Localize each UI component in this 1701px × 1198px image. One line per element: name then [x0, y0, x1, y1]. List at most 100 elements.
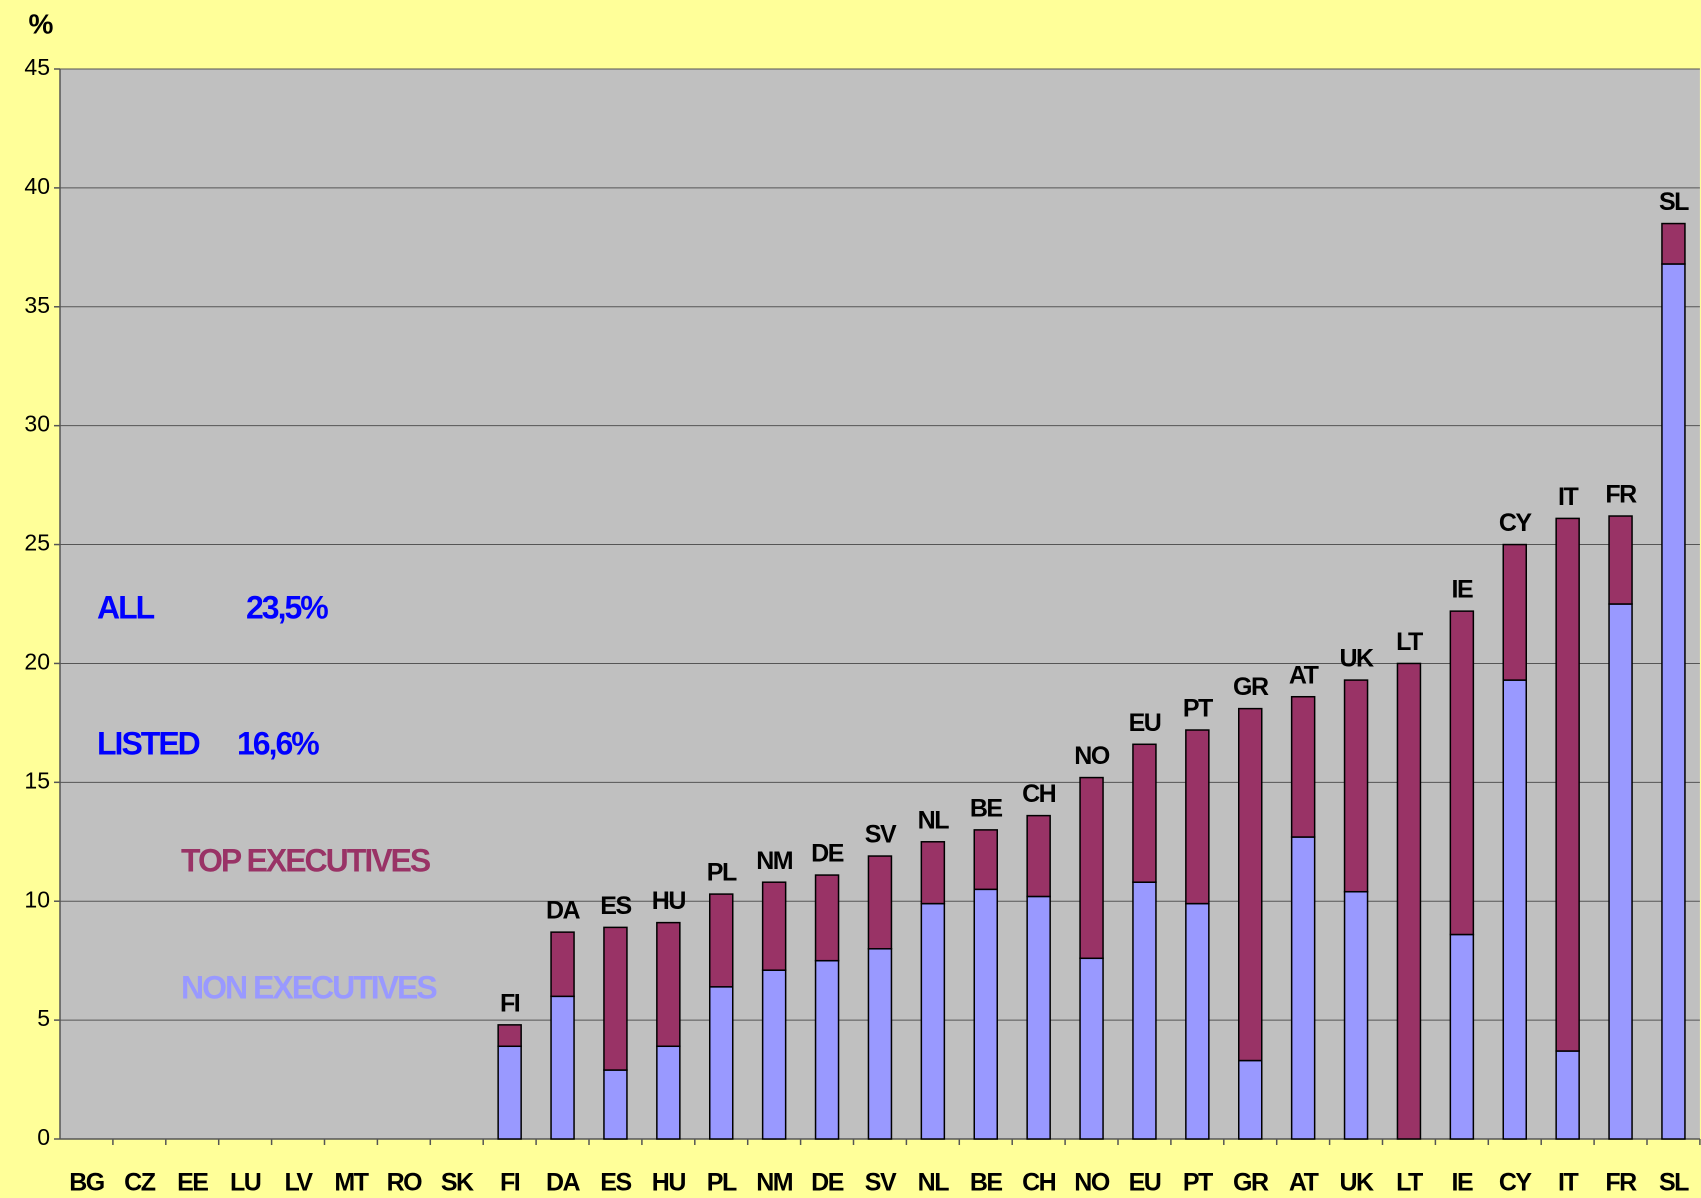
bar-segment: [1026, 814, 1051, 898]
bar-segment: [1026, 895, 1051, 1140]
y-tick-label: 0: [37, 1124, 50, 1150]
bar-segment: [1343, 890, 1369, 1140]
x-tick-label: NM: [756, 1169, 793, 1197]
x-tick-label: HU: [652, 1169, 686, 1197]
y-tick-label: 5: [37, 1005, 50, 1031]
bar-segment: [603, 926, 628, 1071]
bar-label: HU: [652, 887, 686, 915]
x-tick-label: DE: [811, 1169, 844, 1197]
bar-label: PT: [1183, 695, 1213, 723]
x-tick-label: EE: [177, 1169, 208, 1197]
bar-label: GR: [1233, 673, 1269, 701]
bar-segment: [1185, 902, 1210, 1140]
bar-label: LT: [1396, 628, 1423, 656]
x-tick-label: ES: [600, 1169, 631, 1197]
bar-segment: [1449, 933, 1475, 1140]
bar-segment: [1290, 695, 1316, 838]
x-tick-label: RO: [387, 1169, 423, 1197]
x-tick-label: CZ: [124, 1169, 156, 1197]
x-tick-label: NO: [1074, 1169, 1110, 1197]
bar-segment: [1608, 603, 1633, 1140]
bar-segment: [1079, 776, 1104, 960]
bar-segment: [920, 841, 946, 905]
y-tick-label: 10: [24, 886, 50, 912]
bar-segment: [497, 1024, 522, 1048]
y-tick-label: 25: [24, 530, 50, 556]
x-tick-label: GR: [1233, 1169, 1269, 1197]
bar-segment: [1555, 1050, 1580, 1140]
bar-segment: [973, 829, 998, 891]
bar-label: UK: [1339, 645, 1374, 673]
bar-segment: [709, 893, 734, 988]
x-tick-label: UK: [1339, 1169, 1374, 1197]
bar-segment: [603, 1069, 628, 1140]
bar-label: IE: [1452, 576, 1473, 604]
bar-label: FI: [500, 989, 520, 1017]
bar-segment: [1238, 707, 1263, 1062]
x-tick-label: IE: [1452, 1169, 1473, 1197]
bar-label: NL: [918, 806, 950, 834]
bar-segment: [1132, 881, 1157, 1140]
bar-label: CY: [1499, 509, 1533, 537]
y-tick-label: 40: [24, 173, 50, 199]
bar-segment: [1132, 743, 1157, 883]
bar-segment: [550, 931, 575, 998]
x-tick-label: PL: [707, 1169, 737, 1197]
x-tick-label: LT: [1396, 1169, 1423, 1197]
bar-segment: [1661, 263, 1686, 1140]
x-tick-label: CH: [1022, 1169, 1056, 1197]
bar-segment: [1079, 957, 1104, 1140]
y-tick-label: 35: [24, 292, 50, 318]
bar-label: SL: [1659, 188, 1689, 216]
bar-segment: [497, 1045, 522, 1140]
bar-segment: [973, 888, 998, 1140]
bar-label: CH: [1022, 780, 1056, 808]
bar-label: DE: [811, 840, 844, 868]
x-tick-label: SK: [441, 1169, 474, 1197]
bar-label: IT: [1558, 483, 1578, 511]
bar-label: AT: [1289, 661, 1319, 689]
x-tick-label: SL: [1659, 1169, 1689, 1197]
annotation: 23,5%: [246, 589, 328, 625]
bar-label: FR: [1605, 481, 1637, 509]
legend-label: TOP EXECUTIVES: [181, 842, 431, 878]
bar-segment: [761, 881, 787, 971]
bar-segment: [920, 902, 946, 1140]
bar-label: SV: [865, 821, 897, 849]
bar-label: NM: [756, 847, 793, 875]
x-tick-label: EU: [1129, 1169, 1161, 1197]
bar-segment: [814, 959, 840, 1140]
bar-label: NO: [1074, 742, 1110, 770]
bar-segment: [1555, 517, 1580, 1052]
x-tick-label: FI: [500, 1169, 520, 1197]
bar-segment: [814, 874, 840, 962]
x-tick-label: SV: [865, 1169, 897, 1197]
bar-segment: [1396, 662, 1422, 1140]
bar-label: PL: [707, 859, 737, 887]
y-tick-label: 20: [24, 649, 50, 675]
x-tick-label: CY: [1499, 1169, 1533, 1197]
bar-label: EU: [1129, 709, 1161, 737]
x-tick-label: AT: [1289, 1169, 1319, 1197]
bar-segment: [1608, 515, 1633, 605]
bar-label: DA: [546, 897, 581, 925]
bar-segment: [1661, 222, 1686, 265]
y-tick-label: 45: [24, 54, 50, 80]
bar-segment: [1185, 729, 1210, 905]
annotation: LISTED: [97, 725, 200, 761]
x-tick-label: LU: [230, 1169, 261, 1197]
bar-segment: [867, 948, 893, 1140]
x-tick-label: BE: [970, 1169, 1003, 1197]
y-tick-label: 15: [24, 767, 50, 793]
x-tick-label: NL: [918, 1169, 950, 1197]
bar-segment: [1343, 679, 1369, 893]
bar-label: ES: [600, 892, 631, 920]
bar-segment: [1290, 836, 1316, 1140]
bar-segment: [656, 1045, 681, 1140]
bar-segment: [1502, 679, 1527, 1140]
legend-label: NON EXECUTIVES: [181, 969, 437, 1005]
x-tick-label: BG: [69, 1169, 104, 1197]
bar-segment: [1449, 610, 1475, 936]
bar-segment: [761, 969, 787, 1140]
